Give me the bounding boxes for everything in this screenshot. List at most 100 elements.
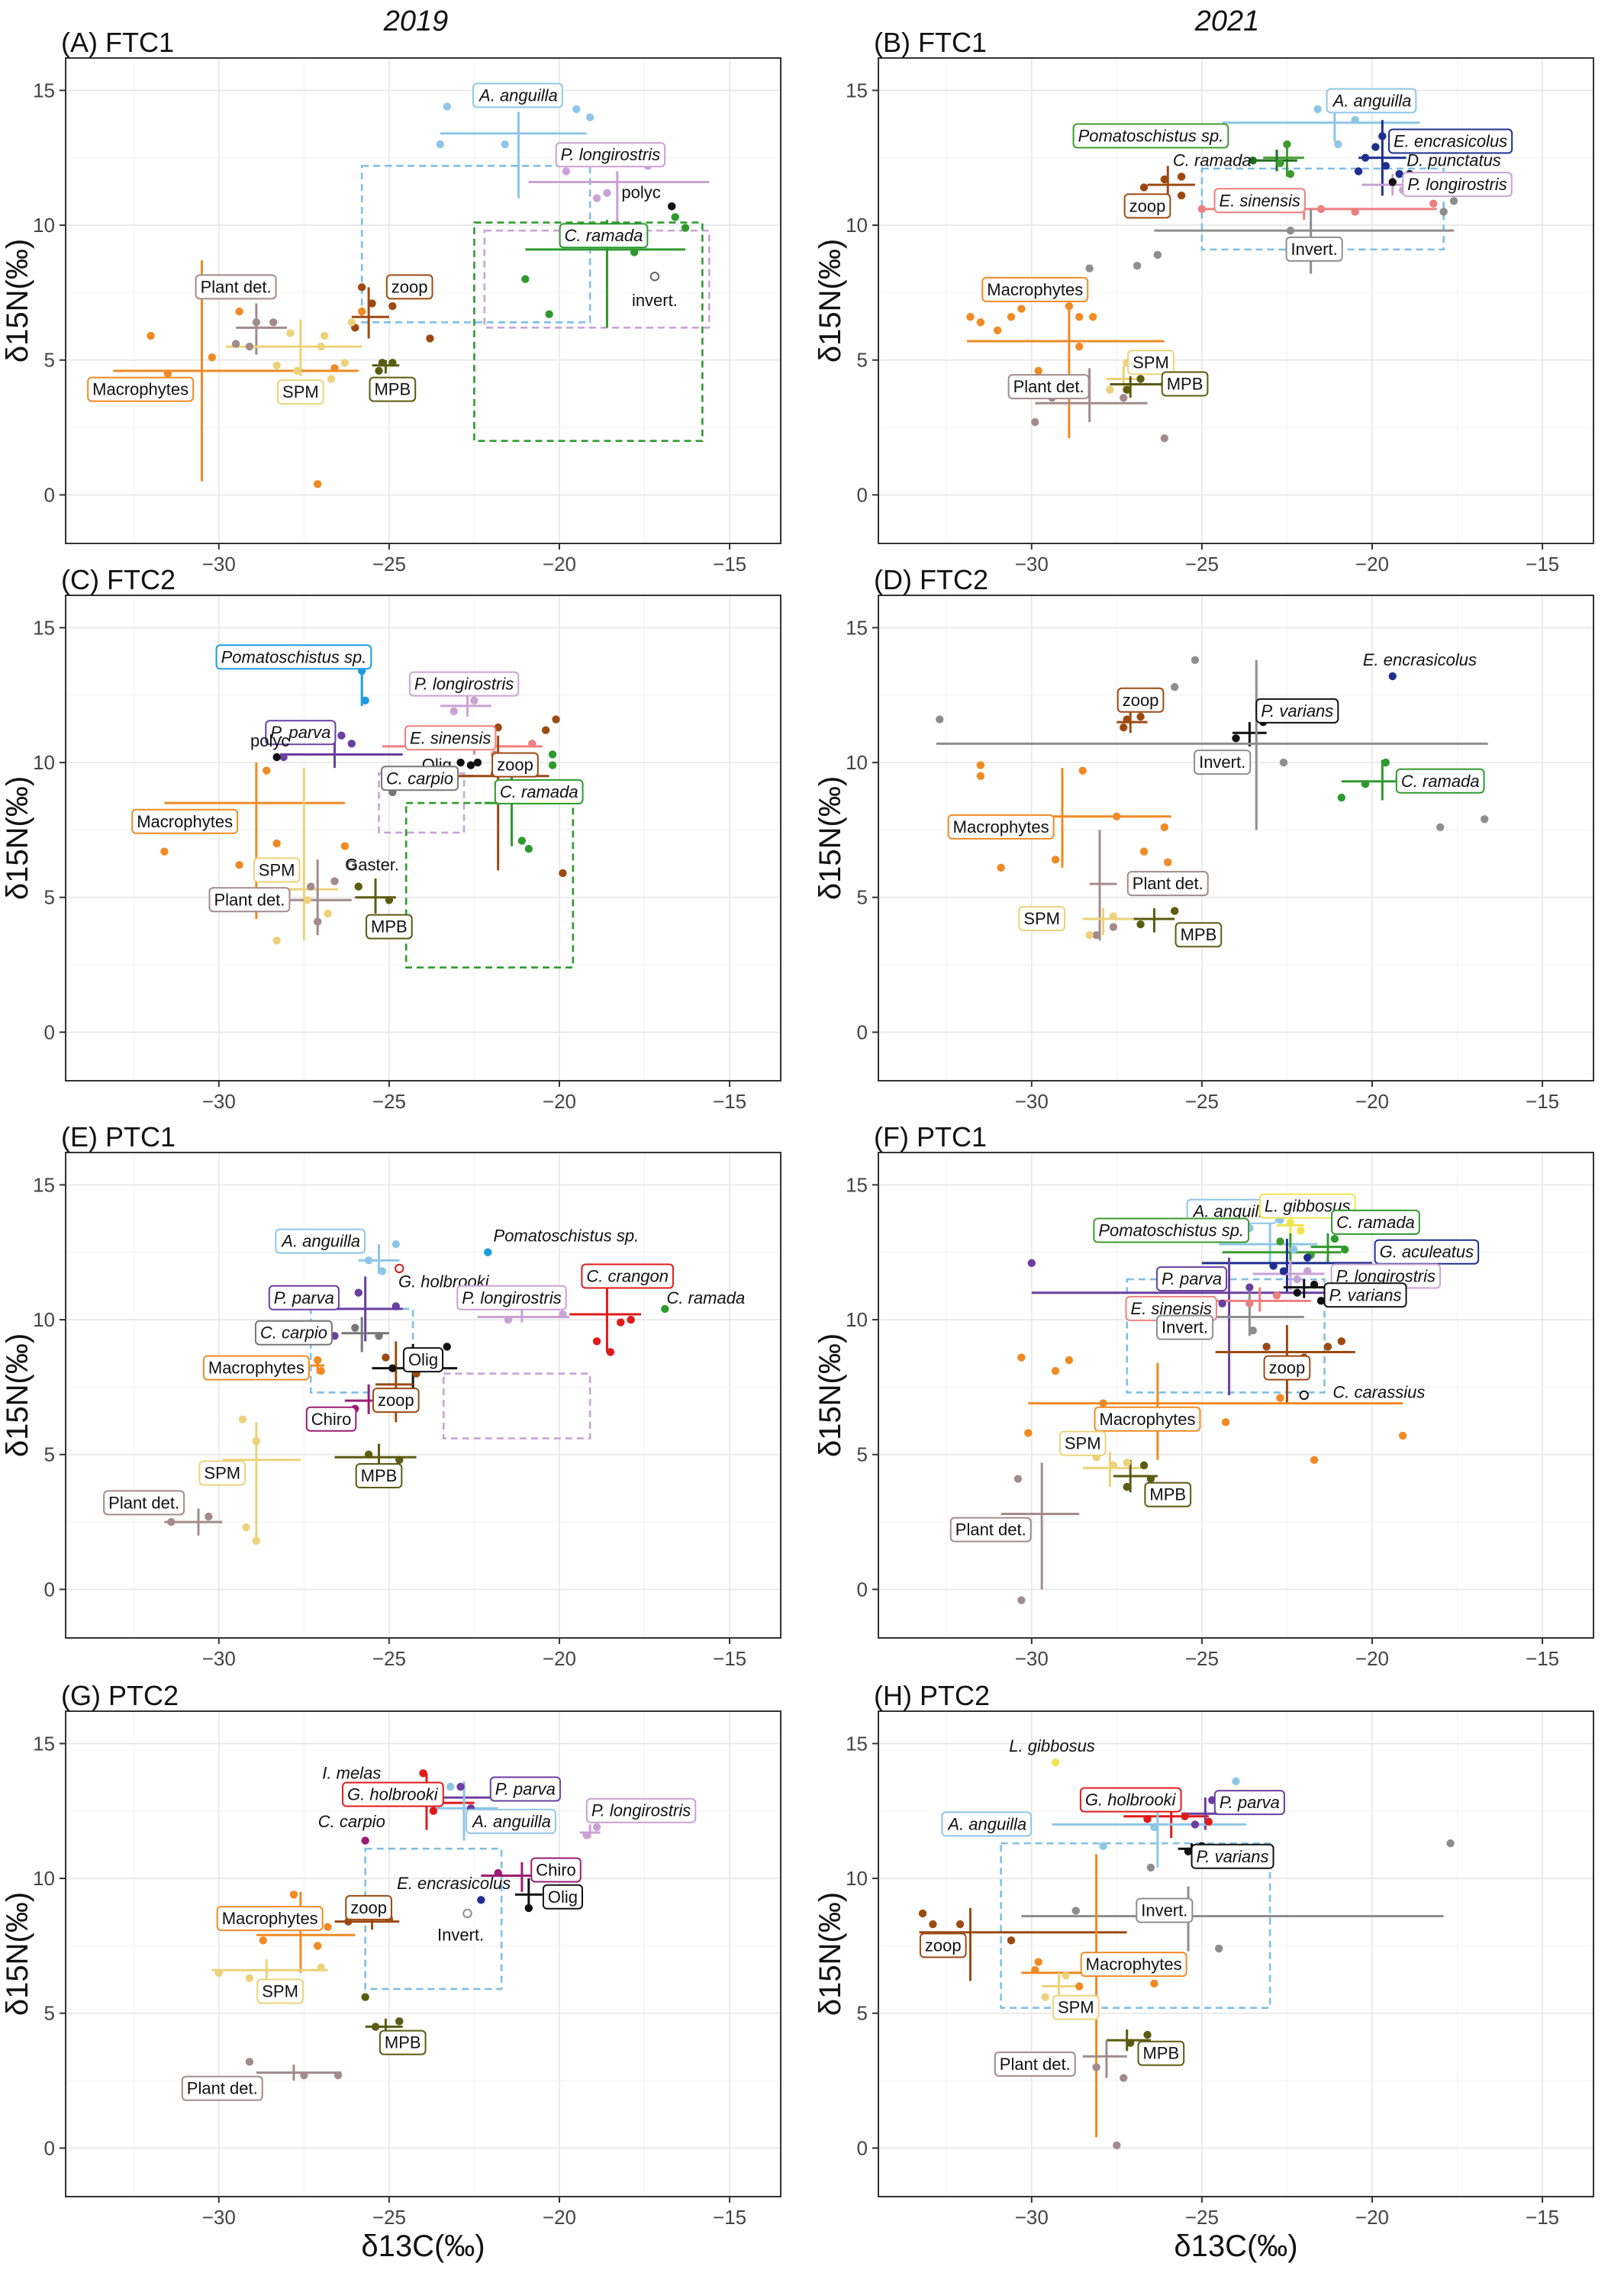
group-label-text: P. varians — [1261, 701, 1333, 721]
y-tick-label: 15 — [846, 1173, 868, 1196]
group-label-box — [404, 725, 497, 751]
data-point — [918, 1909, 927, 1918]
data-point — [1204, 1817, 1213, 1826]
group-label-box — [1213, 188, 1306, 214]
data-point — [1136, 920, 1145, 929]
x-tick-label: −20 — [1355, 553, 1389, 575]
data-point — [1283, 140, 1291, 149]
group-label-text: Plant det. — [201, 277, 272, 296]
data-point — [462, 1908, 472, 1919]
group-label: Macrophytes — [947, 814, 1055, 840]
data-point — [582, 1831, 591, 1839]
group-label-text: C. ramada — [500, 782, 578, 801]
y-axis-title: δ15N(‰) — [814, 1892, 847, 2016]
group-label: C. ramada — [559, 223, 649, 249]
panel-border — [65, 57, 781, 544]
data-point — [559, 869, 567, 878]
x-tick-label: −15 — [713, 2206, 746, 2229]
group-label-text: E. encrasicolus — [1363, 650, 1477, 669]
x-tick-label: −20 — [543, 1090, 576, 1113]
data-point — [1109, 1461, 1118, 1470]
data-point — [552, 715, 560, 724]
data-point — [572, 105, 581, 114]
data-point — [307, 882, 315, 891]
group-label-text: Plant det. — [1000, 2055, 1071, 2074]
group-label-text: P. longirostris — [561, 145, 660, 164]
group-label-box — [1194, 750, 1252, 775]
data-point — [1065, 301, 1074, 311]
group-label: P. parva — [489, 1776, 561, 1802]
group-label-text: MPB — [1181, 925, 1217, 944]
group-label-box — [372, 1388, 420, 1414]
x-tick-label: −25 — [1185, 1647, 1219, 1670]
dashed-box — [442, 1372, 591, 1439]
panel-border — [878, 595, 1594, 1082]
data-point — [504, 1315, 513, 1324]
data-point — [1085, 264, 1094, 272]
group-label: Pomatoschistus sp. — [494, 1227, 640, 1246]
data-point — [668, 202, 676, 211]
group-label-text: P. varians — [1329, 1285, 1402, 1304]
group-label-text: SPM — [204, 1463, 240, 1482]
y-tick-label: 10 — [846, 1308, 868, 1331]
data-point — [1272, 1291, 1281, 1300]
group-label-box — [1388, 128, 1513, 154]
data-point — [1136, 375, 1145, 383]
panel-title: (D) FTC2 — [874, 564, 988, 595]
data-point — [388, 301, 397, 311]
group-label-text: MPB — [1142, 2044, 1179, 2063]
dashed-box — [1000, 1842, 1271, 2009]
group-label: polyc — [250, 731, 289, 750]
data-point — [955, 1920, 965, 1929]
data-point — [1075, 342, 1084, 351]
data-point — [375, 1332, 383, 1340]
data-point — [1279, 1267, 1288, 1275]
x-tick-label: −20 — [543, 2206, 576, 2229]
group-label-box — [1331, 1209, 1420, 1235]
group-label-text: MPB — [374, 380, 411, 399]
group-label-box — [585, 1797, 697, 1823]
group-label-box — [369, 376, 417, 402]
data-point — [1279, 758, 1288, 767]
group-label: P. varians — [1255, 698, 1339, 724]
data-point — [1310, 1456, 1319, 1465]
group-label: E. encrasicolus — [1388, 128, 1513, 154]
data-point — [1133, 261, 1142, 270]
group-label-box — [456, 1285, 567, 1310]
y-tick-label: 0 — [857, 2136, 868, 2159]
data-point — [466, 761, 475, 769]
group-label-box — [1255, 698, 1339, 724]
panel-title: (F) PTC1 — [874, 1121, 987, 1153]
group-label: Pomatoschistus sp. — [215, 644, 372, 670]
group-label-box — [1174, 922, 1223, 948]
group-label: SPM — [198, 1460, 246, 1486]
data-point — [966, 313, 975, 321]
group-label-box — [491, 752, 539, 778]
group-label-text: zoop — [925, 1936, 962, 1955]
group-label-text: P. parva — [1220, 1793, 1280, 1812]
data-point — [517, 837, 527, 845]
x-tick-label: −25 — [1185, 553, 1219, 575]
y-tick-label: 0 — [857, 1020, 868, 1043]
data-point — [320, 331, 329, 340]
data-point — [1150, 1979, 1158, 1988]
dashed-box — [360, 165, 591, 324]
data-point — [1017, 305, 1026, 313]
data-point — [364, 1450, 373, 1459]
x-tick-label: −25 — [372, 1090, 406, 1113]
y-tick-label: 10 — [33, 751, 55, 774]
data-point — [364, 1256, 373, 1265]
data-point — [1337, 793, 1346, 802]
group-label-text: P. varians — [1197, 1847, 1269, 1866]
group-label: P. longirostris — [555, 142, 666, 168]
group-label: G. holbrooki — [1079, 1787, 1182, 1813]
panel-border — [65, 595, 781, 1082]
group-label-text: C. carassius — [1332, 1382, 1425, 1401]
data-point — [1120, 394, 1128, 402]
x-tick-label: −30 — [1015, 1647, 1049, 1670]
data-point — [1303, 1267, 1312, 1275]
data-point — [1177, 172, 1186, 181]
data-point — [1078, 766, 1087, 775]
group-label-text: C. crangon — [586, 1267, 669, 1286]
x-tick-label: −20 — [1355, 1090, 1389, 1113]
